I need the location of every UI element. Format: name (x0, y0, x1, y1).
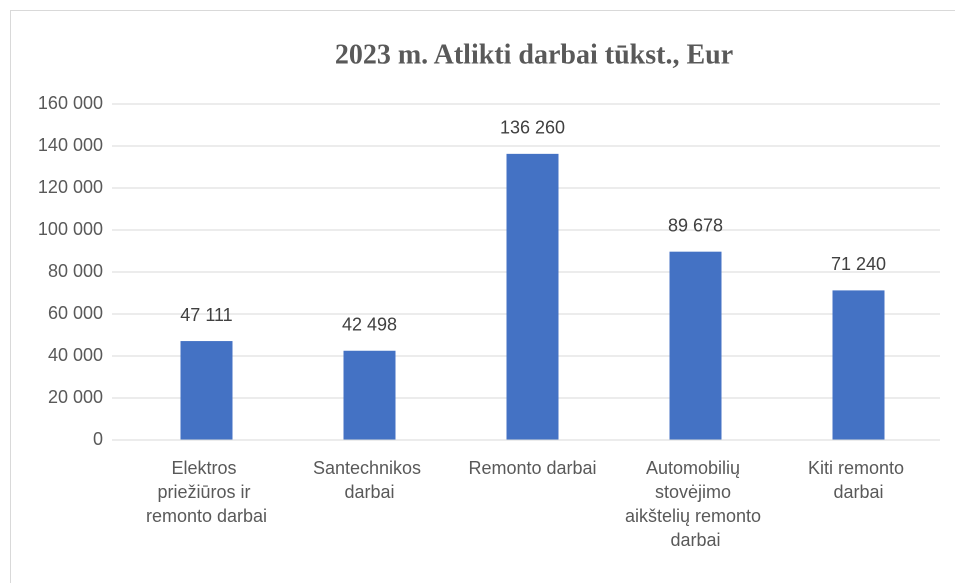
bar (832, 290, 885, 440)
x-tick-label: Automobilių stovėjimo aikštelių remonto … (625, 458, 766, 550)
data-label: 71 240 (831, 254, 886, 274)
y-tick-label: 0 (93, 429, 103, 449)
bar (343, 350, 396, 440)
bar (506, 153, 559, 440)
x-tick-label: Elektros priežiūros ir remonto darbai (146, 458, 267, 526)
y-tick-label: 20 000 (48, 387, 103, 407)
data-label: 42 498 (342, 315, 397, 335)
data-label: 89 678 (668, 215, 723, 235)
bar (669, 251, 722, 440)
y-tick-label: 120 000 (38, 177, 103, 197)
bar (180, 341, 233, 440)
y-tick-label: 140 000 (38, 135, 103, 155)
data-label: 136 260 (500, 118, 565, 138)
y-tick-label: 80 000 (48, 261, 103, 281)
y-tick-label: 100 000 (38, 219, 103, 239)
y-tick-label: 40 000 (48, 345, 103, 365)
y-tick-label: 60 000 (48, 303, 103, 323)
x-tick-label: Remonto darbai (468, 458, 596, 478)
chart-title: 2023 m. Atlikti darbai tūkst., Eur (335, 39, 733, 70)
y-tick-label: 160 000 (38, 93, 103, 113)
x-tick-label: Santechnikos darbai (313, 458, 426, 502)
x-tick-label: Kiti remonto darbai (808, 458, 909, 502)
chart-border (10, 10, 955, 583)
data-label: 47 111 (180, 305, 232, 325)
